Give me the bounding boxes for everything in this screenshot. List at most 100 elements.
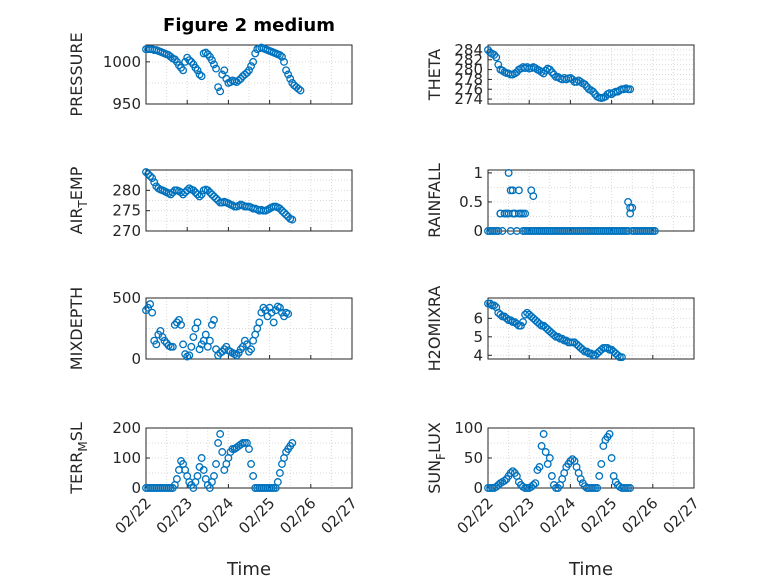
data-point: [275, 204, 284, 213]
data-point: [212, 64, 220, 73]
y-axis-label: H2OMIXRA: [425, 286, 444, 372]
data-point: [181, 188, 190, 197]
data-point: [521, 209, 530, 218]
x-tick-label: 02/26: [276, 494, 319, 537]
y-axis-label: AIRTEMP: [67, 166, 90, 234]
data-point: [142, 168, 150, 176]
data-point: [160, 336, 169, 345]
data-point: [193, 318, 202, 327]
data-point: [210, 316, 218, 324]
y-tick-label: 280: [112, 181, 141, 199]
data-point: [166, 52, 175, 61]
y-tick-label: 284: [454, 41, 483, 59]
x-tick-label: 02/24: [194, 494, 237, 537]
subplot-5: 0 500 MIXDEPTH: [67, 287, 353, 370]
y-tick-label: 1: [473, 164, 483, 182]
data-point: [205, 188, 214, 197]
x-tick-label: 02/27: [660, 494, 703, 537]
data-point: [218, 448, 227, 456]
data-point: [275, 303, 284, 312]
data-point: [218, 70, 227, 79]
data-point: [535, 319, 544, 328]
x-axis-label: Time: [226, 559, 271, 580]
data-point: [148, 174, 157, 183]
data-point: [284, 70, 293, 79]
data-point: [613, 351, 622, 360]
data-point: [214, 439, 223, 447]
data-point: [220, 66, 229, 75]
data-point: [282, 66, 291, 75]
axes-box: [487, 297, 695, 360]
y-tick-label: 100: [454, 419, 483, 437]
y-tick-label: 4: [473, 346, 483, 364]
data-point: [582, 347, 591, 356]
chart-title: Figure 2 medium: [163, 15, 335, 36]
data-point: [273, 478, 282, 486]
data-point: [597, 460, 606, 468]
data-point: [529, 192, 538, 201]
y-tick-label: 6: [473, 309, 483, 327]
data-point: [210, 60, 218, 69]
data-point: [294, 84, 303, 93]
data-point: [486, 48, 495, 57]
data-point: [508, 467, 517, 476]
data-point: [146, 172, 155, 181]
y-axis-label: SUNFLUX: [425, 422, 448, 494]
y-tick-label: 0: [473, 479, 483, 497]
data-point: [490, 301, 499, 310]
data-point: [245, 347, 253, 356]
data-point: [249, 57, 258, 66]
data-point: [496, 310, 505, 319]
data-point: [249, 472, 258, 480]
x-tick-label: 02/25: [577, 494, 620, 537]
data-point: [278, 206, 286, 215]
data-point: [189, 186, 198, 195]
data-point: [216, 87, 225, 96]
data-point: [531, 479, 540, 488]
data-point: [278, 52, 286, 61]
data-point: [179, 66, 188, 75]
data-point: [177, 320, 185, 329]
data-point: [193, 472, 202, 480]
subplot-1: 950 1000 PRESSURE Figure 2 medium: [67, 15, 353, 117]
data-point: [195, 70, 204, 79]
data-point: [595, 472, 604, 480]
data-point: [282, 210, 291, 219]
data-point: [193, 190, 202, 199]
data-point: [529, 481, 538, 489]
data-point: [242, 340, 251, 349]
data-point: [486, 299, 495, 308]
data-point: [240, 70, 249, 79]
data-point: [210, 472, 218, 480]
data-point: [247, 345, 256, 354]
data-point: [296, 86, 305, 95]
data-point: [603, 343, 612, 352]
y-tick-label: 275: [112, 202, 141, 220]
data-point: [617, 353, 626, 362]
data-point: [212, 460, 220, 468]
data-point: [549, 331, 558, 339]
data-point: [187, 342, 196, 351]
data-point: [286, 74, 295, 83]
data-point: [168, 342, 177, 351]
data-point: [288, 215, 297, 224]
data-point: [541, 448, 550, 456]
data-point: [245, 445, 253, 453]
data-point: [500, 476, 509, 485]
data-point: [216, 430, 225, 438]
data-point: [199, 466, 208, 474]
data-point: [179, 190, 188, 199]
data-point: [504, 168, 513, 177]
data-point: [537, 68, 546, 76]
data-point: [205, 336, 214, 345]
data-point: [210, 192, 218, 201]
subplot-4: 0 0.5 1 RAINFALL: [425, 163, 695, 240]
data-point: [197, 72, 206, 81]
data-point: [207, 320, 216, 329]
data-point: [558, 334, 567, 343]
y-tick-label: 276: [454, 80, 483, 98]
y-axis-label: THETA: [425, 49, 444, 101]
data-point: [626, 85, 635, 94]
data-point: [275, 469, 284, 477]
data-point: [197, 190, 206, 199]
